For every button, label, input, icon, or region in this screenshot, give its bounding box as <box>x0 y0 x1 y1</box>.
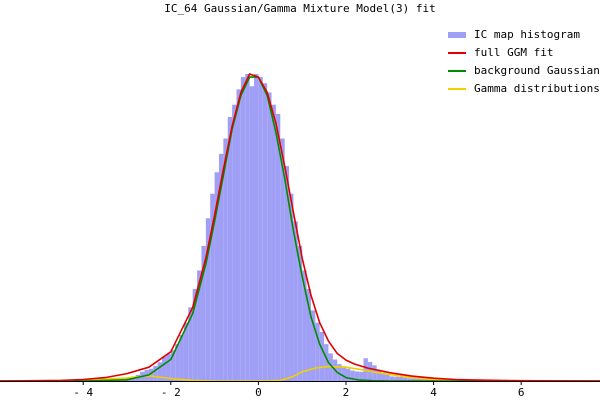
histogram-bar <box>223 138 228 381</box>
x-tick-label: - 2 <box>161 386 181 399</box>
chart-title: IC_64 Gaussian/Gamma Mixture Model(3) fi… <box>164 2 436 15</box>
histogram-bar <box>416 378 421 381</box>
legend-label-gamma: Gamma distributions <box>474 82 600 95</box>
histogram-bar <box>218 153 224 381</box>
fit-lines <box>0 73 600 382</box>
histogram-bar <box>201 245 206 381</box>
histogram-bar <box>407 378 412 381</box>
histogram-bar <box>315 322 320 381</box>
histogram-bar <box>389 376 395 381</box>
histogram-bar <box>240 77 246 381</box>
histogram-bar <box>245 74 250 381</box>
histogram-bar <box>341 366 346 381</box>
legend-swatch-background <box>448 70 466 72</box>
histogram-bar <box>153 365 158 381</box>
histogram-bar <box>310 310 316 381</box>
legend-swatch-full-fit <box>448 52 466 54</box>
histogram-bar <box>197 270 202 381</box>
histogram-bar <box>214 172 219 381</box>
chart-legend: IC map histogram full GGM fit background… <box>448 26 600 98</box>
histogram-bar <box>345 368 351 381</box>
legend-label-background: background Gaussian <box>474 64 600 77</box>
x-tick-label: - 4 <box>73 386 93 399</box>
gamma-distributions-line <box>0 365 600 382</box>
histogram-bar <box>267 92 272 382</box>
legend-label-full-fit: full GGM fit <box>474 46 554 59</box>
histogram-bar <box>183 322 189 381</box>
histogram-bar <box>258 77 263 381</box>
histogram-bar <box>179 334 184 381</box>
legend-item-gamma: Gamma distributions <box>448 80 600 98</box>
histogram-bar <box>236 89 241 381</box>
histogram-bar <box>227 116 233 381</box>
histogram-bar <box>402 377 408 381</box>
histogram-bar <box>302 270 307 381</box>
histogram-bar <box>188 307 193 381</box>
histogram-bar <box>385 374 390 381</box>
background-gaussian-line <box>0 76 600 382</box>
histogram-bar <box>284 166 290 381</box>
histogram-bar <box>411 378 417 381</box>
histogram-bar <box>381 372 386 381</box>
legend-item-background: background Gaussian <box>448 62 600 80</box>
histogram-bar <box>170 350 176 381</box>
histogram-bar <box>205 218 211 381</box>
histogram-bars <box>109 74 552 382</box>
histogram-bar <box>275 113 281 381</box>
x-tick-label: 0 <box>255 386 262 399</box>
histogram-bar <box>210 193 215 381</box>
histogram-bar <box>297 245 303 381</box>
histogram-bar <box>398 377 403 381</box>
histogram-bar <box>319 331 325 381</box>
histogram-bar <box>376 369 382 381</box>
histogram-bar <box>363 358 368 381</box>
legend-swatch-gamma <box>448 88 466 90</box>
histogram-bar <box>306 288 311 381</box>
legend-label-histogram: IC map histogram <box>474 28 580 41</box>
histogram-bar <box>337 364 342 381</box>
histogram-bar <box>157 362 163 381</box>
histogram-bar <box>359 371 364 381</box>
histogram-bar <box>232 104 237 381</box>
histogram-bar <box>324 344 329 381</box>
histogram-bar <box>192 288 198 381</box>
histogram-bar <box>271 104 276 381</box>
histogram-bar <box>350 370 355 381</box>
histogram-bar <box>420 379 425 381</box>
histogram-bar <box>262 83 268 382</box>
x-tick-label: 4 <box>430 386 437 399</box>
histogram-bar <box>293 221 298 381</box>
legend-swatch-histogram <box>448 32 466 38</box>
legend-item-full-fit: full GGM fit <box>448 44 598 62</box>
histogram-bar <box>148 368 154 381</box>
histogram-bar <box>280 138 285 381</box>
x-tick-label: 2 <box>343 386 350 399</box>
histogram-bar <box>372 365 377 381</box>
histogram-bar <box>354 371 360 381</box>
histogram-bar <box>175 344 180 381</box>
histogram-bar <box>394 376 399 381</box>
histogram-bar <box>249 86 255 381</box>
x-tick-label: 6 <box>518 386 525 399</box>
full-fit-line <box>0 73 600 382</box>
histogram-bar <box>162 356 167 381</box>
histogram-bar <box>254 74 259 381</box>
histogram-bar <box>289 193 294 381</box>
histogram-bar <box>166 353 171 381</box>
legend-item-histogram: IC map histogram <box>448 26 598 44</box>
x-axis-ticks: - 4 - 2 0 2 4 6 <box>73 381 524 399</box>
